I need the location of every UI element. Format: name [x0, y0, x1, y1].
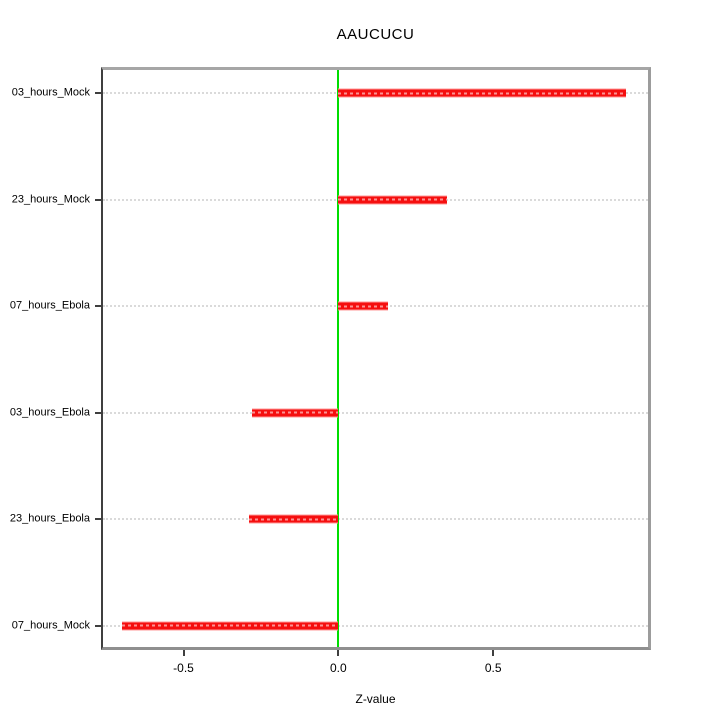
x-axis-tick-label: -0.5 [173, 661, 194, 675]
category-gridline [103, 411, 648, 414]
y-axis-tick [95, 198, 102, 201]
y-axis-tick [95, 92, 102, 95]
x-axis-tick [182, 650, 185, 656]
y-axis-tick [95, 518, 102, 521]
y-axis-tick [95, 411, 102, 414]
x-axis-tick-label: 0.5 [484, 661, 502, 675]
bar-03_hours_Ebola [251, 408, 339, 418]
category-gridline [103, 518, 648, 521]
x-axis-title: Z-value [355, 692, 396, 706]
zero-reference-line [337, 70, 340, 647]
plot-frame [101, 67, 651, 650]
plot-area [103, 70, 648, 647]
y-axis-label-07_hours_Mock: 07_hours_Mock [11, 619, 90, 632]
category-gridline [103, 624, 648, 627]
y-axis-tick [95, 305, 102, 308]
x-axis-tick [492, 650, 495, 656]
bar-07_hours_Mock [121, 621, 339, 631]
y-axis-label-23_hours_Mock: 23_hours_Mock [11, 193, 90, 206]
bar-23_hours_Ebola [248, 514, 339, 524]
y-axis-label-03_hours_Mock: 03_hours_Mock [11, 86, 90, 99]
y-axis-label-03_hours_Ebola: 03_hours_Ebola [9, 406, 90, 419]
y-axis-tick [95, 624, 102, 627]
x-axis-tick [337, 650, 340, 656]
y-axis-label-23_hours_Ebola: 23_hours_Ebola [9, 512, 90, 525]
bar-07_hours_Ebola [338, 301, 388, 311]
x-axis-tick-label: 0.0 [329, 661, 347, 675]
bar-03_hours_Mock [338, 88, 627, 98]
chart-title: AAUCUCU [336, 26, 415, 43]
bar-23_hours_Mock [338, 195, 447, 205]
y-axis-label-07_hours_Ebola: 07_hours_Ebola [9, 299, 90, 312]
